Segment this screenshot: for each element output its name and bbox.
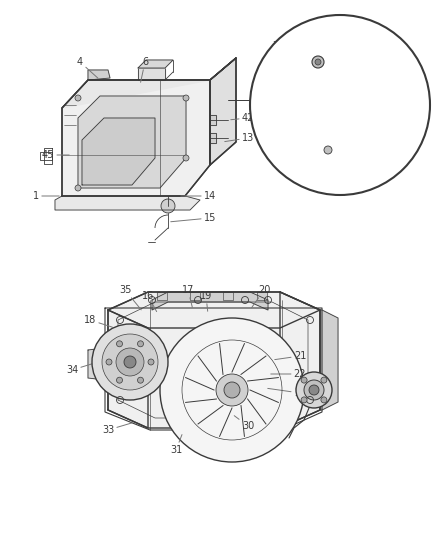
Circle shape	[117, 377, 123, 383]
Circle shape	[102, 334, 158, 390]
Polygon shape	[138, 68, 165, 80]
Polygon shape	[330, 72, 362, 78]
Polygon shape	[257, 292, 267, 300]
Circle shape	[296, 372, 332, 408]
Text: 4: 4	[77, 57, 98, 78]
Polygon shape	[280, 292, 320, 428]
Text: 22: 22	[271, 369, 306, 379]
Circle shape	[301, 397, 307, 403]
Polygon shape	[108, 292, 320, 328]
Polygon shape	[82, 118, 155, 185]
Polygon shape	[108, 310, 148, 428]
Polygon shape	[306, 78, 348, 94]
Circle shape	[183, 95, 189, 101]
Circle shape	[92, 324, 168, 400]
Polygon shape	[157, 292, 167, 300]
Text: 7: 7	[272, 41, 300, 54]
Polygon shape	[108, 292, 320, 428]
Polygon shape	[320, 310, 338, 410]
Circle shape	[183, 155, 189, 161]
Polygon shape	[210, 133, 216, 143]
Text: 12: 12	[264, 105, 297, 115]
Polygon shape	[308, 102, 348, 148]
Polygon shape	[55, 196, 200, 210]
Circle shape	[75, 185, 81, 191]
Text: 14: 14	[181, 191, 216, 201]
Polygon shape	[138, 60, 173, 68]
Circle shape	[216, 374, 248, 406]
Text: 17: 17	[182, 285, 194, 308]
Circle shape	[75, 95, 81, 101]
Circle shape	[124, 356, 136, 368]
Circle shape	[321, 377, 327, 383]
Polygon shape	[62, 58, 236, 108]
Circle shape	[312, 56, 324, 68]
Polygon shape	[88, 70, 110, 80]
Circle shape	[116, 348, 144, 376]
Text: 1: 1	[33, 191, 59, 201]
Circle shape	[117, 341, 123, 347]
Polygon shape	[152, 292, 268, 310]
Circle shape	[301, 377, 307, 383]
Circle shape	[309, 385, 319, 395]
Text: 6: 6	[141, 57, 148, 82]
Text: 33: 33	[102, 423, 132, 435]
Polygon shape	[88, 348, 105, 380]
Circle shape	[160, 318, 304, 462]
Circle shape	[321, 397, 327, 403]
Circle shape	[138, 341, 144, 347]
Circle shape	[304, 380, 324, 400]
Circle shape	[161, 199, 175, 213]
Text: 16: 16	[142, 291, 157, 312]
Text: 18: 18	[84, 315, 113, 327]
Text: 35: 35	[119, 285, 141, 310]
Polygon shape	[78, 96, 186, 188]
Circle shape	[148, 359, 154, 365]
Text: 21: 21	[275, 351, 306, 361]
Text: 31: 31	[170, 434, 182, 455]
Circle shape	[324, 146, 332, 154]
Circle shape	[138, 377, 144, 383]
Text: 42: 42	[231, 113, 254, 123]
Text: 15: 15	[171, 213, 216, 223]
Text: 45: 45	[42, 150, 69, 160]
Polygon shape	[210, 115, 216, 125]
Circle shape	[106, 359, 112, 365]
Circle shape	[250, 15, 430, 195]
Polygon shape	[223, 292, 233, 300]
Text: 20: 20	[251, 285, 270, 308]
Text: 8: 8	[367, 59, 391, 71]
Text: 23: 23	[268, 388, 306, 398]
Circle shape	[224, 382, 240, 398]
Text: 30: 30	[234, 416, 254, 431]
Polygon shape	[62, 80, 210, 196]
Text: 19: 19	[200, 291, 212, 311]
Polygon shape	[190, 292, 200, 300]
Text: 13: 13	[225, 133, 254, 143]
Polygon shape	[312, 106, 344, 144]
Circle shape	[315, 59, 321, 65]
Polygon shape	[210, 58, 236, 165]
Text: 34: 34	[66, 363, 95, 375]
